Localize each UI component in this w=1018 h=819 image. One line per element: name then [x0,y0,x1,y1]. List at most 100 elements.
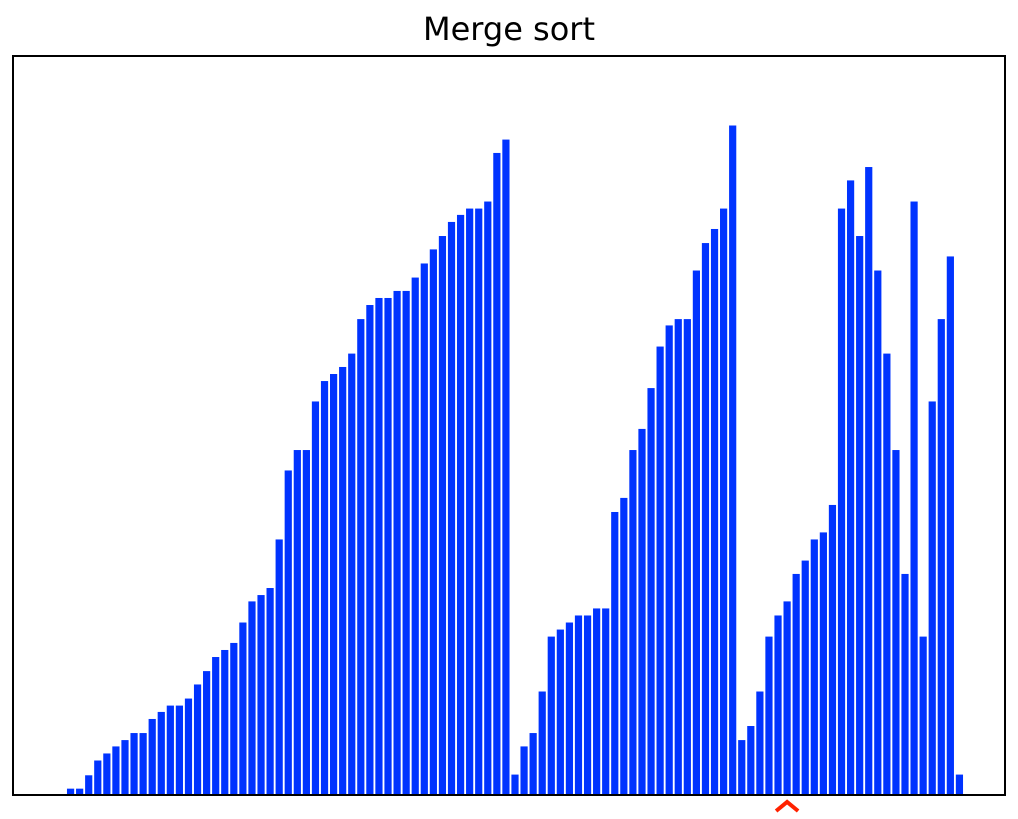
bar [293,450,301,795]
bar [456,214,465,795]
bar [230,642,238,795]
bar [774,615,782,795]
bar [756,691,764,795]
bar [856,236,864,795]
bar [629,450,637,795]
bar [901,573,909,795]
bar [94,760,102,795]
bar [738,740,746,795]
bar [393,290,401,795]
bar [865,167,873,795]
bar [375,297,383,795]
bar [203,671,211,795]
bar [475,208,483,795]
bar [402,290,410,795]
bar [819,532,827,795]
bar [311,401,320,795]
bar [720,208,728,795]
bar [366,305,374,795]
bar [85,775,93,795]
bar [674,319,682,795]
bar [620,497,628,795]
bar [221,649,229,795]
bars-group [66,125,964,796]
bar [121,740,129,795]
bar [919,636,927,795]
bar [411,277,419,795]
bar [76,788,84,795]
bar [484,201,492,795]
bar [656,346,664,795]
bar [320,381,329,795]
bar [810,539,818,795]
bar [339,366,347,795]
bar [828,504,837,795]
bar [275,539,283,795]
bar [184,698,193,795]
bar [574,615,583,795]
bar [883,353,891,795]
bar [112,746,120,795]
bar [955,774,964,795]
bar [747,726,755,795]
bar [502,139,510,795]
bar [647,388,655,795]
bar [157,711,165,795]
plot-frame [12,55,1006,796]
bar [729,125,737,795]
bar [212,657,220,795]
bar [683,319,691,795]
bar [701,243,710,795]
bar [193,684,202,795]
bar [302,450,310,795]
bar [284,470,292,795]
bar [239,622,247,795]
bar [538,691,546,795]
bar [792,573,800,795]
bar [520,746,528,795]
bar [447,221,456,795]
bar [783,601,791,795]
bar [892,450,900,795]
bar [493,152,501,795]
bar [466,208,474,795]
bar [602,608,610,795]
bar [928,401,936,795]
bar [166,705,174,795]
bar [547,636,555,795]
bar [874,270,882,795]
bar [583,615,592,795]
bar [565,622,574,795]
bar [175,705,184,795]
bar [593,608,601,795]
bar [710,228,719,796]
bar [330,374,338,795]
bar [692,270,700,795]
bar [837,208,846,795]
bar [946,256,954,795]
bar [438,236,447,795]
bar [801,560,809,795]
bar [103,753,111,795]
bar [910,201,918,795]
bar [846,180,855,795]
bar [266,588,274,795]
bar [357,319,365,795]
bar [139,733,147,795]
current-index-marker [774,799,800,813]
bar [511,774,519,795]
bar [248,601,256,795]
bar [429,249,437,795]
bar [130,733,138,795]
bar [420,263,428,796]
bar [348,353,356,795]
bar [529,733,537,795]
marker-group [774,799,800,813]
bar [765,636,773,795]
bar [611,511,619,795]
bar [148,718,156,795]
bar [384,297,392,795]
bar [556,629,564,795]
bar [66,788,75,795]
